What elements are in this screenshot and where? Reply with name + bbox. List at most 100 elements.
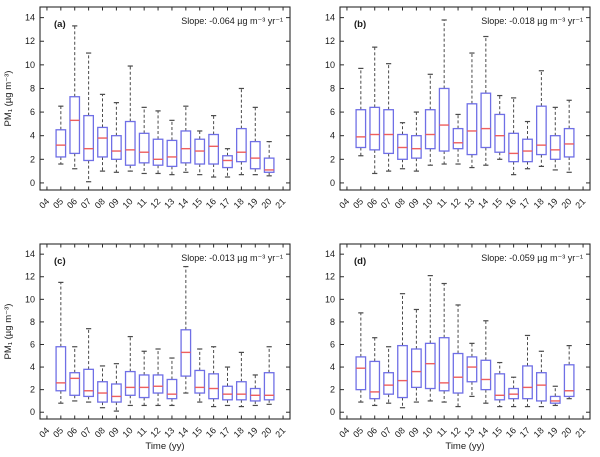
boxplot-16 (508, 376, 520, 408)
boxplot-19 (249, 374, 261, 407)
x-tick-label: 11 (435, 196, 449, 210)
x-tick-label: 14 (476, 196, 490, 210)
boxplot-10 (424, 275, 436, 402)
boxplot-05 (55, 105, 67, 165)
boxplot-07 (83, 328, 95, 403)
x-tick-label: 13 (162, 425, 176, 439)
boxplot-09 (110, 363, 122, 412)
boxplot-05 (355, 67, 367, 157)
x-tick-label: 18 (232, 196, 246, 210)
iqr-box (424, 342, 436, 390)
iqr-box (549, 135, 561, 160)
boxplot-16 (508, 97, 520, 176)
x-tick-label: 12 (448, 196, 462, 210)
boxplot-10 (124, 335, 136, 407)
boxplot-19 (249, 106, 261, 176)
iqr-box (452, 127, 464, 150)
boxplot-17 (522, 120, 533, 170)
x-tick-label: 06 (65, 425, 79, 439)
boxplot-09 (410, 308, 422, 403)
iqr-box (194, 369, 206, 394)
boxplot-06 (369, 337, 381, 407)
x-tick-label: 06 (365, 196, 379, 210)
boxplot-20 (263, 346, 275, 405)
iqr-box (452, 352, 464, 394)
boxplot-20 (563, 99, 575, 173)
y-tick-label: 0 (330, 178, 335, 188)
iqr-box (235, 381, 247, 401)
iqr-box (522, 365, 533, 400)
x-tick-label: 06 (65, 196, 79, 210)
iqr-box (263, 372, 275, 401)
boxplot-09 (110, 102, 122, 173)
x-tick-label: 10 (121, 196, 135, 210)
y-tick-label: 2 (30, 385, 35, 395)
boxplot-05 (355, 312, 367, 403)
plot-frame (39, 243, 291, 420)
x-tick-label: 21 (273, 425, 287, 439)
boxplot-10 (424, 73, 436, 166)
iqr-box (466, 356, 478, 383)
x-tick-label: 10 (421, 196, 435, 210)
y-tick-label: 12 (325, 272, 335, 282)
plot-frame (39, 6, 291, 191)
y-axis-label: PM₁ (µg m⁻³) (3, 71, 14, 127)
boxplot-19 (549, 385, 561, 407)
boxplot-11 (438, 282, 450, 403)
boxplot-10 (124, 65, 136, 172)
iqr-box (535, 372, 547, 402)
iqr-box (83, 114, 95, 162)
x-tick-label: 11 (135, 425, 149, 439)
y-tick-label: 6 (30, 339, 35, 349)
x-tick-label: 17 (218, 196, 232, 210)
iqr-box (438, 337, 450, 392)
iqr-box (355, 356, 367, 391)
boxplot-16 (208, 115, 220, 178)
boxplot-12 (452, 113, 464, 165)
boxplot-11 (138, 350, 150, 407)
x-tick-label: 18 (232, 425, 246, 439)
iqr-box (383, 109, 395, 155)
x-tick-label: 12 (148, 196, 162, 210)
boxplot-13 (466, 52, 478, 169)
x-tick-label: 21 (573, 196, 587, 210)
x-tick-label: 15 (190, 196, 204, 210)
iqr-box (549, 395, 561, 404)
y-tick-label: 8 (330, 317, 335, 327)
iqr-box (508, 132, 520, 163)
boxplot-15 (494, 361, 506, 408)
iqr-box (69, 96, 81, 155)
boxplot-18 (535, 70, 547, 167)
x-tick-label: 12 (148, 425, 162, 439)
iqr-box (438, 87, 450, 152)
boxplot-12 (152, 110, 164, 175)
y-tick-label: 4 (30, 362, 35, 372)
y-tick-label: 4 (330, 131, 335, 141)
iqr-box (369, 106, 381, 151)
x-tick-label: 13 (462, 425, 476, 439)
x-tick-label: 09 (407, 425, 421, 439)
iqr-box (494, 113, 506, 153)
y-tick-label: 0 (30, 407, 35, 417)
plot-frame (339, 243, 591, 420)
boxplot-18 (535, 350, 547, 408)
iqr-box (480, 92, 492, 149)
x-tick-label: 20 (559, 196, 573, 210)
slope-label: Slope: -0.013 µg m⁻³ yr⁻¹ (181, 253, 283, 263)
boxplot-14 (180, 105, 192, 173)
x-tick-label: 14 (176, 425, 190, 439)
boxplot-13 (466, 342, 478, 398)
boxplot-17 (522, 334, 533, 408)
x-tick-label: 07 (379, 425, 393, 439)
x-tick-label: 17 (218, 425, 232, 439)
boxplot-06 (69, 346, 81, 402)
y-tick-label: 0 (330, 407, 335, 417)
iqr-box (397, 344, 408, 399)
panel-label: (b) (354, 19, 366, 30)
boxplot-07 (83, 52, 95, 183)
boxplot-15 (194, 348, 206, 403)
iqr-box (494, 373, 506, 401)
x-tick-label: 04 (337, 196, 351, 210)
